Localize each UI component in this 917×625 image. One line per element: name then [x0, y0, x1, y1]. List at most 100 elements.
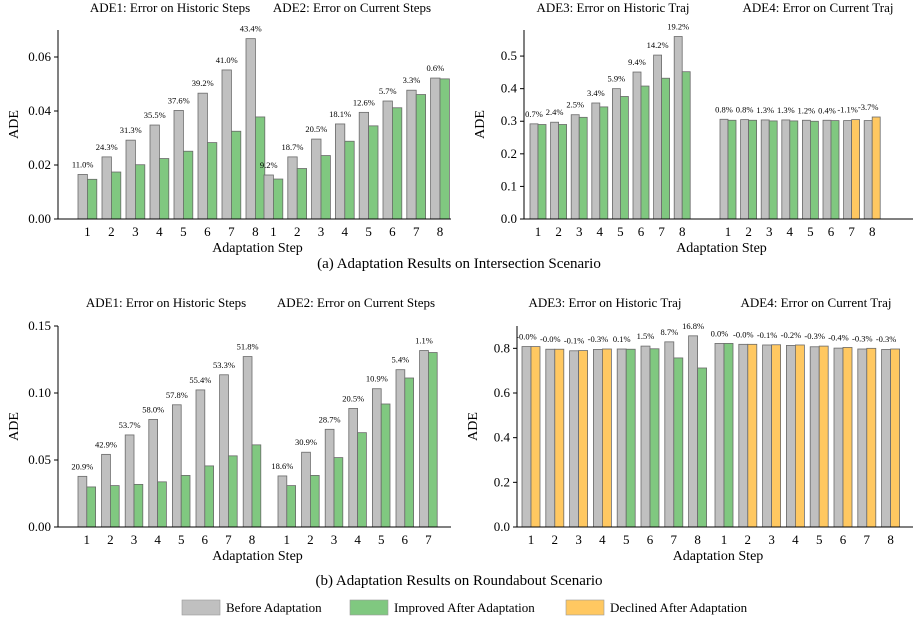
bar-after [890, 348, 900, 528]
x-tick-label: 1 [721, 532, 728, 547]
data-label: 58.0% [142, 404, 164, 414]
y-tick-label: 0.06 [28, 49, 51, 64]
bar-after [771, 344, 781, 528]
bar-after [206, 142, 218, 220]
chart-panel-4: 0.0 0.2 0.4 0.6 0.8 ADE ADE3: Error on Histori… [466, 295, 913, 564]
bar-after [810, 120, 819, 220]
bar-before [245, 38, 256, 220]
bar-after [768, 120, 778, 220]
bar-after [415, 94, 427, 220]
data-label: -0.0% [733, 329, 754, 339]
x-tick-label: 1 [84, 532, 91, 547]
x-tick-label: 8 [437, 224, 444, 239]
group-title: ADE2: Error on Current Steps [277, 295, 435, 310]
data-label: -0.1% [757, 330, 778, 340]
x-tick-label: 2 [555, 224, 562, 239]
x-tick-label: 8 [249, 532, 256, 547]
bar-before [219, 374, 229, 528]
bar-before [173, 110, 184, 220]
x-tick-label: 2 [307, 532, 314, 547]
x-tick-label: 8 [679, 224, 686, 239]
data-label: -0.3% [876, 334, 897, 344]
x-tick-label: 2 [745, 532, 752, 547]
x-tick-label: 5 [623, 532, 630, 547]
data-label: 0.1% [613, 334, 631, 344]
bar-after [866, 347, 877, 528]
legend: Before Adaptation Improved After Adaptati… [181, 599, 748, 616]
x-axis-label: Adaptation Step [212, 241, 303, 256]
x-tick-label: 2 [108, 224, 115, 239]
x-tick-label: 3 [318, 224, 325, 239]
x-tick-label: 6 [202, 532, 209, 547]
data-label: 1.2% [798, 105, 816, 115]
bar-after [427, 352, 438, 528]
bar-before [863, 120, 873, 220]
data-label: 11.0% [72, 159, 94, 169]
x-tick-label: 3 [766, 224, 773, 239]
x-tick-label: 3 [576, 224, 583, 239]
x-tick-label: 3 [132, 224, 139, 239]
data-label: 35.5% [144, 110, 166, 120]
bar-after [554, 348, 565, 528]
bar-before [358, 111, 370, 220]
x-tick-label: 6 [638, 224, 645, 239]
bar-before [263, 174, 274, 220]
bar-after [537, 124, 547, 220]
legend-improved-swatch [349, 599, 389, 616]
x-tick-label: 2 [745, 224, 752, 239]
data-label: 3.4% [587, 88, 605, 98]
bar-before [148, 418, 159, 528]
bar-before [124, 434, 135, 528]
data-label: 42.9% [95, 439, 117, 449]
chart-panel-2: 0.0 0.1 0.2 0.3 0.4 0.5 ADE ADE3: Error on Hist… [473, 0, 913, 256]
x-tick-label: 4 [354, 532, 361, 547]
data-label: 9.4% [628, 57, 646, 67]
y-axis-label: ADE [7, 412, 22, 441]
bar-before [857, 348, 868, 528]
bar-before [301, 451, 311, 528]
data-label: 18.1% [329, 109, 351, 119]
x-tick-label: 7 [225, 532, 232, 547]
bar-before [101, 156, 112, 220]
data-label: 2.4% [546, 107, 564, 117]
data-label: -0.3% [852, 333, 873, 343]
legend-before-label: Before Adaptation [226, 600, 322, 615]
data-label: 0.8% [736, 105, 754, 115]
x-tick-label: 5 [617, 224, 624, 239]
y-tick-label: 0.15 [28, 318, 51, 333]
bar-before [809, 346, 820, 528]
bar-before [653, 54, 662, 220]
data-label: 0.4% [818, 105, 836, 115]
bar-after [818, 345, 829, 528]
bar-before [664, 341, 675, 528]
bar-before [719, 118, 729, 220]
bar-before [714, 343, 725, 528]
bar-after [391, 107, 403, 220]
x-tick-label: 2 [552, 532, 559, 547]
bar-before [593, 349, 603, 528]
data-label: 20.9% [71, 461, 93, 471]
x-tick-label: 4 [792, 532, 799, 547]
bar-before [430, 77, 441, 220]
bar-after [789, 120, 799, 220]
x-tick-label: 5 [816, 532, 823, 547]
bar-before [348, 408, 358, 528]
data-label: 8.7% [660, 327, 678, 337]
y-tick-label: 0.1 [501, 178, 517, 193]
group-title: ADE4: Error on Current Traj [743, 0, 894, 15]
bar-before [569, 350, 579, 528]
data-label: 53.7% [119, 420, 141, 430]
y-tick-label: 0.00 [28, 519, 51, 534]
bar-before [125, 139, 136, 220]
bar-after [625, 348, 636, 528]
x-tick-label: 4 [342, 224, 349, 239]
x-tick-label: 4 [154, 532, 161, 547]
x-tick-label: 7 [848, 224, 855, 239]
legend-before-swatch [181, 599, 221, 616]
y-tick-label: 0.00 [28, 211, 51, 226]
x-tick-label: 4 [599, 532, 606, 547]
data-label: -0.2% [781, 330, 802, 340]
data-label: -3.7% [858, 102, 879, 112]
x-axis-label: Adaptation Step [212, 549, 303, 564]
bar-after [871, 116, 881, 220]
